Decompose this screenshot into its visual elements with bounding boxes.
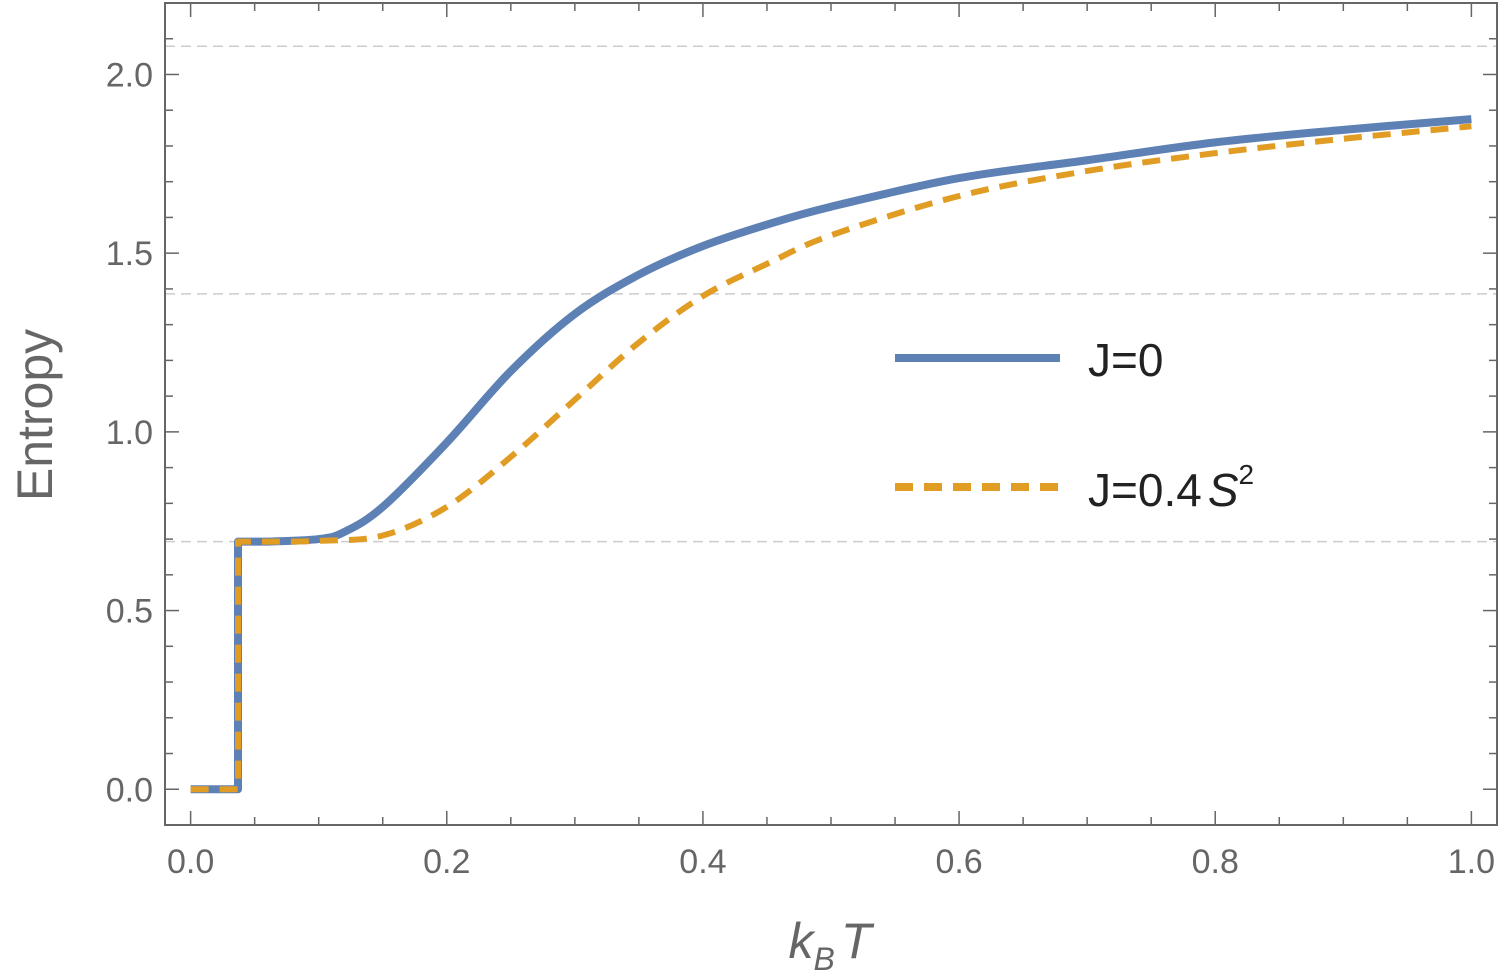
x-axis-title-t: T: [841, 913, 875, 969]
y-tick-label-2: 1.0: [106, 414, 153, 452]
series-line-1: [190, 123, 1472, 793]
axis-ticks: [165, 3, 1497, 826]
x-tick-label-4: 0.8: [1192, 843, 1239, 881]
x-tick-label-3: 0.6: [935, 843, 982, 881]
y-tick-label-3: 1.5: [106, 235, 153, 273]
legend-label-j04-main: J=0.4: [1088, 464, 1202, 516]
y-tick-label-4: 2.0: [106, 56, 153, 94]
x-tick-label-5: 1.0: [1448, 843, 1495, 881]
x-tick-label-2: 0.4: [679, 843, 726, 881]
x-axis-title: kB T: [789, 913, 875, 971]
x-axis-title-k: k: [789, 913, 817, 969]
legend-label-j0: J=0: [1088, 334, 1163, 386]
plot-frame: [164, 2, 1498, 826]
reference-gridlines: [165, 45, 1497, 543]
x-tick-label-1: 0.2: [423, 843, 470, 881]
legend: J=0 J=0.4 S2: [895, 334, 1254, 516]
x-tick-label-0: 0.0: [167, 843, 214, 881]
y-axis-title: Entropy: [7, 329, 63, 501]
series-line-0: [190, 115, 1472, 794]
legend-label-j04-sup: 2: [1239, 459, 1255, 490]
x-axis-title-sub: B: [814, 941, 835, 971]
y-tick-label-0: 0.0: [106, 771, 153, 809]
series-lines: [190, 115, 1472, 794]
tick-labels: 0.0 0.2 0.4 0.6 0.8 1.0 0.0 0.5 1.0 1.5 2.0: [106, 56, 1495, 881]
legend-label-j04: J=0.4 S2: [1088, 459, 1254, 516]
y-tick-label-1: 0.5: [106, 593, 153, 631]
legend-label-j04-var: S: [1208, 464, 1239, 516]
